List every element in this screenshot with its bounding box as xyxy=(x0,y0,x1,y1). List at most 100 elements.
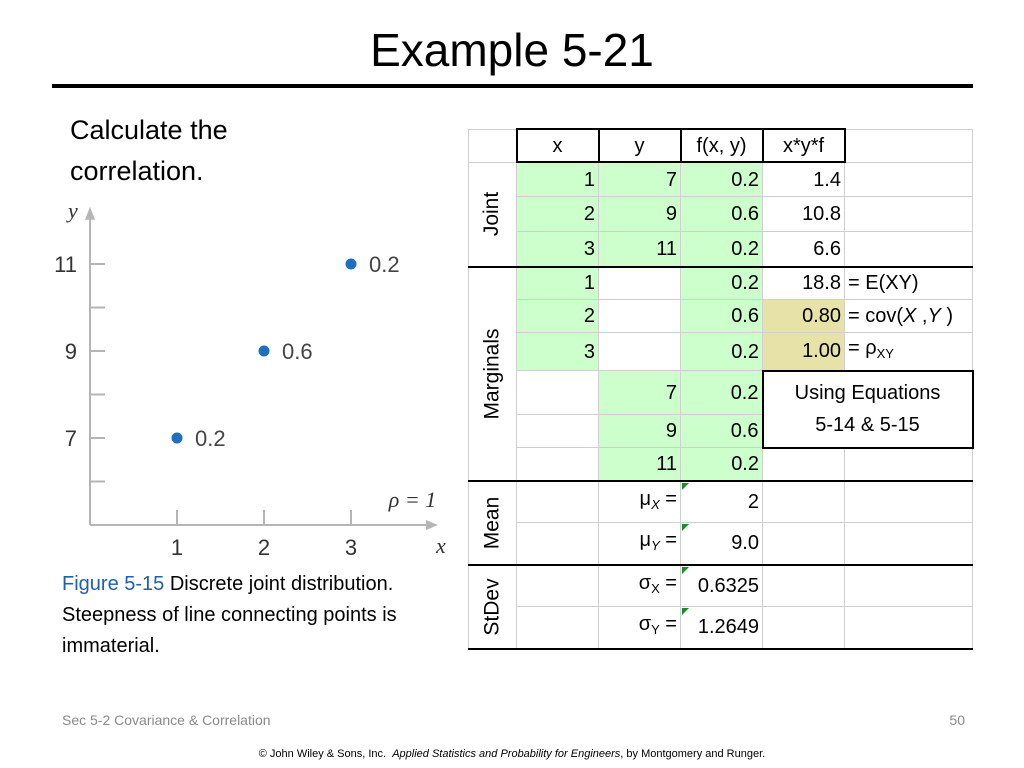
empty-cell[interactable] xyxy=(844,447,973,482)
joint-y-cell[interactable]: 7 xyxy=(598,161,681,198)
joint-xyf-cell[interactable]: 1.4 xyxy=(762,161,845,198)
header-y[interactable]: y xyxy=(597,128,682,163)
mean-y-label-cell[interactable]: μY = xyxy=(598,522,681,566)
equations-note-line-1: Using Equations xyxy=(794,382,941,404)
joint-x-cell[interactable]: 3 xyxy=(516,231,599,268)
table-row: Mean μX = 2 xyxy=(468,480,973,566)
empty-cell[interactable] xyxy=(516,564,599,607)
empty-cell[interactable] xyxy=(844,161,973,198)
page-number: 50 xyxy=(949,712,965,728)
cov-value-cell[interactable]: 0.80 xyxy=(762,299,845,333)
title-underline xyxy=(52,84,973,88)
empty-cell[interactable] xyxy=(516,480,599,523)
copyright-line: © John Wiley & Sons, Inc. Applied Statis… xyxy=(0,748,1024,760)
mu-sub: Y xyxy=(651,538,660,554)
joint-f-cell[interactable]: 0.2 xyxy=(680,231,763,268)
joint-y-cell[interactable]: 11 xyxy=(598,231,681,268)
empty-cell[interactable] xyxy=(844,522,973,566)
rho-annotation: ρ = 1 xyxy=(388,487,436,512)
marginal-y-cell[interactable]: 11 xyxy=(598,447,681,482)
empty-cell[interactable] xyxy=(762,480,845,523)
figure-caption: Figure 5-15 Discrete joint distribution.… xyxy=(62,569,422,662)
joint-y-cell[interactable]: 9 xyxy=(598,196,681,233)
empty-cell[interactable] xyxy=(762,447,845,482)
calculation-table: x y f(x, y) x*y*f Joint 1 7 0.2 1.4 2 9 … xyxy=(468,128,974,650)
data-point xyxy=(345,258,357,270)
joint-x-cell[interactable]: 2 xyxy=(516,196,599,233)
mean-x-value-cell[interactable]: 2 xyxy=(680,480,763,523)
table-row: Marginals 1 0.2 18.8 = E(XY) xyxy=(468,266,973,482)
marginal-fx-cell[interactable]: 0.2 xyxy=(680,332,763,371)
empty-cell[interactable] xyxy=(762,564,845,607)
marginal-fx-cell[interactable]: 0.2 xyxy=(680,266,763,300)
header-xyf[interactable]: x*y*f xyxy=(761,128,846,163)
empty-cell[interactable] xyxy=(844,231,973,268)
sigma-sub: Y xyxy=(651,622,660,638)
empty-cell[interactable] xyxy=(762,522,845,566)
empty-cell[interactable] xyxy=(598,266,681,300)
empty-cell[interactable] xyxy=(516,447,599,482)
joint-f-cell[interactable]: 0.2 xyxy=(680,161,763,198)
empty-cell[interactable] xyxy=(516,370,599,415)
table-row: StDev σX = 0.6325 xyxy=(468,564,973,650)
marginal-fx-cell[interactable]: 0.6 xyxy=(680,299,763,333)
stdev-y-value-cell[interactable]: 1.2649 xyxy=(680,606,763,650)
empty-cell[interactable] xyxy=(844,480,973,523)
empty-cell[interactable] xyxy=(598,299,681,333)
empty-cell[interactable] xyxy=(844,564,973,607)
marginal-y-cell[interactable]: 9 xyxy=(598,414,681,448)
empty-cell[interactable] xyxy=(516,606,599,650)
corner-cell[interactable] xyxy=(468,128,517,163)
copyright-suffix: , by Montgomery and Runger. xyxy=(620,748,766,760)
y-axis-label: y xyxy=(66,198,78,223)
stdev-x-value-cell[interactable]: 0.6325 xyxy=(680,564,763,607)
data-point xyxy=(171,432,183,444)
marginal-fy-cell[interactable]: 0.2 xyxy=(680,447,763,482)
rho-value-cell[interactable]: 1.00 xyxy=(762,332,845,371)
header-row: x y f(x, y) x*y*f xyxy=(468,128,973,163)
marginal-fy-cell[interactable]: 0.6 xyxy=(680,414,763,448)
exy-value-cell[interactable]: 18.8 xyxy=(762,266,845,300)
point-label: 0.2 xyxy=(369,252,400,277)
y-tick-label: 9 xyxy=(65,339,77,364)
x-axis-arrow xyxy=(426,520,438,530)
header-x[interactable]: x xyxy=(515,128,600,163)
empty-cell[interactable] xyxy=(598,332,681,371)
mean-y-value-cell[interactable]: 9.0 xyxy=(680,522,763,566)
cov-label-suffix: ) xyxy=(940,305,954,327)
cov-label-x: X xyxy=(903,305,917,327)
joint-f-cell[interactable]: 0.6 xyxy=(680,196,763,233)
prompt-line-1: Calculate the xyxy=(70,115,228,145)
table-row: 7 0.2 Using Equations 5-14 & 5-15 xyxy=(469,369,974,449)
joint-xyf-cell[interactable]: 10.8 xyxy=(762,196,845,233)
equations-note-box[interactable]: Using Equations 5-14 & 5-15 xyxy=(761,369,974,449)
empty-cell[interactable] xyxy=(844,606,973,650)
mean-x-label-cell[interactable]: μX = xyxy=(598,480,681,523)
table-row: 3 11 0.2 6.6 xyxy=(469,231,973,268)
exy-label-cell[interactable]: = E(XY) xyxy=(844,266,973,300)
mu-symbol: μ xyxy=(639,529,652,552)
stdev-x-label-cell[interactable]: σX = xyxy=(598,564,681,607)
equals-sign: = xyxy=(659,529,677,552)
marginal-fy-cell[interactable]: 0.2 xyxy=(680,370,763,415)
marginal-x-cell[interactable]: 3 xyxy=(516,332,599,371)
rho-label-cell[interactable]: = ρXY xyxy=(844,332,973,371)
stdev-y-label-cell[interactable]: σY = xyxy=(598,606,681,650)
header-f[interactable]: f(x, y) xyxy=(679,128,764,163)
marginal-y-cell[interactable]: 7 xyxy=(598,370,681,415)
slide-title: Example 5-21 xyxy=(370,24,654,76)
cov-label-cell[interactable]: = cov(X ,Y ) xyxy=(844,299,973,333)
empty-cell[interactable] xyxy=(844,196,973,233)
marginal-x-cell[interactable]: 1 xyxy=(516,266,599,300)
table-row: Joint 1 7 0.2 1.4 xyxy=(468,161,973,268)
empty-cell[interactable] xyxy=(844,128,973,163)
group-label-joint: Joint xyxy=(480,191,504,237)
empty-cell[interactable] xyxy=(516,522,599,566)
joint-x-cell[interactable]: 1 xyxy=(516,161,599,198)
empty-cell[interactable] xyxy=(762,606,845,650)
table-row: 2 0.6 0.80 = cov(X ,Y ) xyxy=(469,299,973,333)
footer-section: Sec 5-2 Covariance & Correlation xyxy=(62,712,271,728)
marginal-x-cell[interactable]: 2 xyxy=(516,299,599,333)
empty-cell[interactable] xyxy=(516,414,599,448)
joint-xyf-cell[interactable]: 6.6 xyxy=(762,231,845,268)
